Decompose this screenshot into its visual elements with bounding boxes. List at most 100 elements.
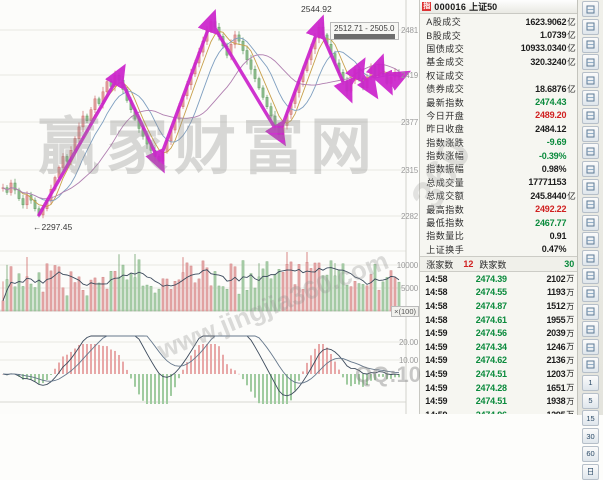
quote-row: 上证换手 0.47%	[420, 243, 578, 256]
quote-row: 最高指数 2492.22	[420, 202, 578, 215]
low-price-annotation: ←2297.45	[33, 222, 73, 232]
quote-panel-inner: 指 000016 上证50 A股成交 1623.9062 亿 B股成交 1.0739 亿国…	[420, 0, 579, 414]
tick-time: 14:59	[425, 382, 448, 393]
quote-unit: 亿	[567, 43, 576, 54]
tick-price: 2474.56	[475, 328, 507, 339]
layers-icon[interactable]	[582, 196, 599, 213]
volume-axis-label-0: 10000	[396, 261, 418, 270]
tick-time: 14:58	[425, 314, 448, 325]
tick-row[interactable]: 14:59 2474.62 2136 万	[420, 354, 578, 368]
tick-time: 14:58	[425, 287, 448, 298]
period-button-日[interactable]: 日	[582, 463, 599, 480]
quote-label: 债券成交	[426, 84, 465, 95]
quote-row: 最低指数 2467.77	[420, 216, 578, 229]
quote-row: 债券成交 18.6876 亿	[420, 82, 578, 95]
tick-price: 2474.96	[461, 410, 521, 414]
window-icon[interactable]	[582, 89, 599, 106]
move-icon[interactable]	[582, 303, 599, 320]
advancers-value: 12	[463, 259, 474, 270]
tick-volume: 1295	[521, 410, 565, 414]
tick-row[interactable]: 14:59 2474.56 2039 万	[420, 326, 578, 340]
quote-value: 2484.12	[535, 123, 567, 134]
tick-row[interactable]: 14:58 2474.39 2102 万	[420, 272, 578, 286]
down-arrow-icon[interactable]	[582, 36, 599, 53]
tick-time: 14:59	[425, 368, 448, 379]
quote-row: 指数振幅 0.98%	[420, 162, 578, 175]
period-button-1[interactable]: 1	[582, 374, 599, 391]
tick-row[interactable]: 14:59 2474.34 1246 万	[420, 340, 578, 354]
tick-price: 2474.39	[475, 273, 507, 284]
pencil-icon[interactable]	[582, 321, 599, 338]
quote-row: 指数量比 0.91	[420, 229, 578, 242]
list-icon[interactable]	[582, 250, 599, 267]
tick-volume-unit: 万	[566, 369, 575, 379]
symbol-header[interactable]: 指 000016 上证50	[420, 0, 579, 14]
macd-axis-label-1: 10.00	[398, 356, 418, 365]
quote-row: 总成交额 245.8440 亿	[420, 189, 578, 202]
tick-price: 2474.62	[475, 355, 507, 366]
tick-row[interactable]: 14:58 2474.61 1955 万	[420, 313, 578, 327]
tick-volume-unit: 万	[566, 328, 575, 338]
tick-row[interactable]: 14:59 2474.51 1203 万	[420, 367, 578, 381]
symbol-name: 上证50	[469, 2, 498, 12]
tick-time: 14:59	[425, 355, 448, 366]
tick-volume-unit: 万	[566, 287, 575, 297]
tick-price: 2474.51	[475, 396, 507, 407]
quote-unit: 亿	[567, 83, 576, 94]
tick-time: 14:58	[425, 301, 448, 312]
up-arrow-icon[interactable]	[582, 18, 599, 35]
quote-value: 2474.43	[535, 97, 567, 108]
quote-row: A股成交 1623.9062 亿	[420, 15, 578, 28]
tick-list[interactable]: 14:58 2474.39 2102 万 14:58 2474.55 1193 万 14:58 2…	[420, 272, 578, 414]
quote-value: 320.3240	[530, 56, 567, 67]
grid-icon[interactable]	[582, 54, 599, 71]
macd-svg	[0, 334, 407, 414]
target-icon[interactable]	[582, 232, 599, 249]
quote-unit: 亿	[567, 56, 576, 67]
chart-area[interactable]: 2481 2419 2377 2315 2282 2544.92 ←2297.4…	[0, 0, 420, 414]
quote-row: 今日开盘 2489.20	[420, 109, 578, 122]
quote-value: 2492.22	[535, 204, 567, 215]
quote-row: 权证成交	[420, 69, 578, 82]
quote-label: 指数量比	[426, 231, 465, 242]
green-frame-icon[interactable]	[582, 356, 599, 373]
bars-icon[interactable]	[582, 72, 599, 89]
price-axis-label-0: 2481	[401, 26, 418, 35]
chart-bar-icon[interactable]	[582, 107, 599, 124]
box-icon[interactable]	[582, 178, 599, 195]
tick-row[interactable]: 14:59 2474.51 1938 万	[420, 394, 578, 408]
period-button-60[interactable]: 60	[582, 445, 599, 462]
period-button-5[interactable]: 5	[582, 392, 599, 409]
tick-price: 2474.28	[475, 382, 507, 393]
volume-pane[interactable]: 10000 5000 ×(100)	[0, 252, 419, 334]
decliners-value: 30	[564, 259, 575, 270]
macd-axis-label-0: 20.00	[398, 338, 418, 347]
quote-label: 指数涨幅	[426, 151, 465, 162]
keyboard-icon[interactable]	[582, 267, 599, 284]
period-button-15[interactable]: 15	[582, 410, 599, 427]
quote-label: 昨日收盘	[426, 124, 465, 135]
right-toolbar[interactable]: 1 5 15 30 60 日	[577, 0, 603, 480]
tick-volume-unit: 万	[566, 355, 575, 365]
price-range-tooltip: 2512.71 - 2505.0	[330, 22, 399, 40]
period-button-30[interactable]: 30	[582, 428, 599, 445]
refresh-icon[interactable]	[582, 285, 599, 302]
cursor-icon[interactable]	[582, 1, 599, 17]
quote-label: 指数涨跌	[426, 137, 465, 148]
quote-label: 上证换手	[426, 244, 465, 255]
table-icon[interactable]	[582, 125, 599, 142]
tick-row[interactable]: 14:58 2474.55 1193 万	[420, 286, 578, 300]
globe-icon[interactable]	[582, 214, 599, 231]
tick-time: 14:59	[425, 328, 448, 339]
frame-icon[interactable]	[582, 339, 599, 356]
tick-row[interactable]: 14:58 2474.87 1512 万	[420, 299, 578, 313]
tick-row[interactable]: 14:59 2474.28 1651 万	[420, 381, 578, 395]
macd-pane[interactable]: 20.00 10.00	[0, 334, 419, 414]
quote-label: 国债成交	[426, 43, 465, 54]
tick-volume-unit: 万	[566, 383, 575, 393]
note-icon[interactable]	[582, 161, 599, 178]
panel-icon[interactable]	[582, 143, 599, 160]
price-chart-pane[interactable]: 2481 2419 2377 2315 2282 2544.92 ←2297.4…	[0, 0, 419, 252]
